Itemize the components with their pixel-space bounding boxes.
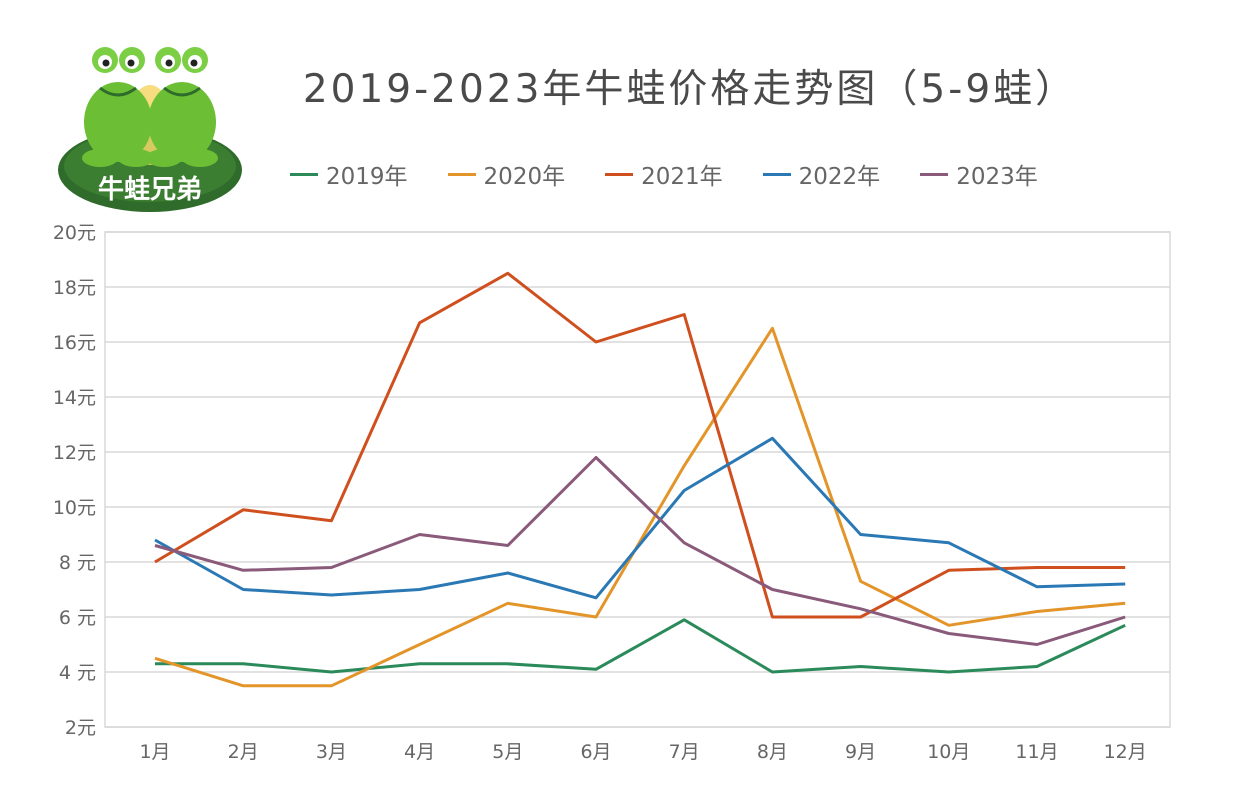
- y-tick-label: 16元: [53, 332, 96, 354]
- y-tick-label: 20元: [53, 222, 96, 244]
- y-tick-label: 14元: [53, 387, 96, 409]
- x-tick-label: 4月: [404, 741, 435, 763]
- legend-swatch-2023: [920, 172, 949, 176]
- y-tick-label: 2元: [65, 717, 96, 739]
- series-line-2022: [154, 436, 1126, 600]
- x-tick-label: 3月: [316, 741, 347, 763]
- y-tick-label: 8 元: [59, 552, 96, 574]
- x-tick-label: 11月: [1015, 741, 1058, 763]
- x-tick-label: 9月: [845, 741, 876, 763]
- y-tick-label: 6 元: [59, 607, 96, 629]
- y-tick-label: 10元: [53, 497, 96, 519]
- series-line-2019: [155, 618, 1126, 674]
- x-tick-label: 10月: [927, 741, 970, 763]
- x-tick-label: 8月: [757, 741, 788, 763]
- legend-item-2021: 2021年: [605, 156, 723, 192]
- frog-logo-icon: 牛蛙兄弟: [58, 47, 242, 212]
- legend-label-2023: 2023年: [956, 164, 1038, 190]
- logo-text: 牛蛙兄弟: [98, 175, 202, 205]
- chart-legend: 2019年 2020年 2021年 2022年 2023年: [290, 156, 1078, 192]
- legend-label-2019: 2019年: [326, 164, 408, 190]
- series-line-2021: [154, 271, 1126, 619]
- y-tick-label: 12元: [53, 442, 96, 464]
- y-tick-label: 18元: [53, 277, 96, 299]
- legend-label-2021: 2021年: [641, 164, 723, 190]
- series-lines: [154, 271, 1126, 688]
- legend-label-2020: 2020年: [483, 164, 566, 190]
- x-tick-label: 2月: [228, 741, 259, 763]
- legend-item-2023: 2023年: [920, 156, 1038, 192]
- x-tick-label: 1月: [139, 741, 170, 763]
- x-tick-label: 5月: [492, 741, 523, 763]
- legend-item-2022: 2022年: [762, 156, 881, 192]
- grid-lines: [104, 231, 1171, 728]
- legend-swatch-2020: [447, 172, 476, 176]
- series-line-2023: [154, 456, 1126, 646]
- legend-swatch-2019: [290, 172, 318, 176]
- legend-swatch-2022: [762, 172, 791, 176]
- y-axis-ticks: 2元 4 元 6 元 8 元 10元 12元 14元 16元 18元 20元: [53, 222, 96, 739]
- x-tick-label: 12月: [1104, 741, 1147, 763]
- plot-area-frame: [104, 231, 1171, 728]
- legend-label-2022: 2022年: [798, 164, 881, 190]
- legend-swatch-2021: [605, 172, 634, 176]
- chart-title: 2019-2023年牛蛙价格走势图（5-9蛙）: [302, 67, 1078, 112]
- series-line-2020: [154, 326, 1126, 688]
- legend-item-2019: 2019年: [290, 156, 408, 192]
- x-tick-label: 7月: [669, 741, 700, 763]
- legend-item-2020: 2020年: [447, 156, 566, 192]
- y-tick-label: 4 元: [59, 662, 96, 684]
- brand-logo: 牛蛙兄弟: [50, 30, 250, 215]
- x-tick-label: 6月: [580, 741, 611, 763]
- x-axis-ticks: 1月 2月 3月 4月 5月 6月 7月 8月 9月 10月 11月 12月: [139, 741, 1146, 763]
